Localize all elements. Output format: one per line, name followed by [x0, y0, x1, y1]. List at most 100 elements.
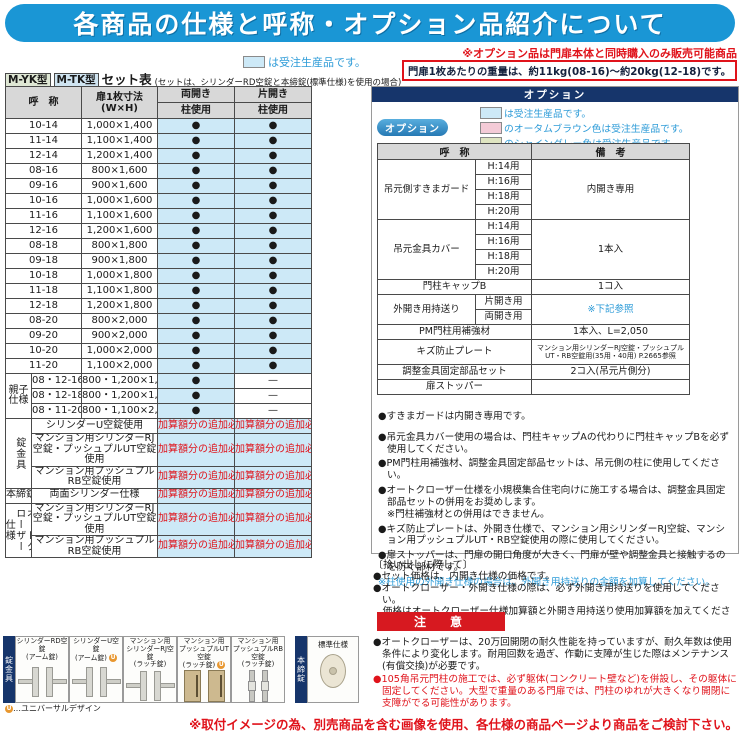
- surcharge-double: 加算額分の追加必要: [157, 487, 235, 504]
- size-dim: 800×2,000: [81, 313, 158, 329]
- surcharge-single: 加算額分の追加必要: [234, 535, 312, 558]
- option-note: ●オートクローザー仕様を小規模集合住宅向けに施工する場合は、調整金具固定部品セッ…: [378, 485, 726, 520]
- avail-double: ●: [157, 208, 235, 224]
- table-row: 門柱キャップB 1コ入: [377, 279, 690, 295]
- table-row: 10-16 1,000×1,600 ● ●: [5, 193, 312, 209]
- col-header-name: 呼 称: [377, 143, 532, 160]
- table-row: 11-18 1,100×1,800 ● ●: [5, 283, 312, 299]
- surcharge-double: 加算額分の追加必要: [157, 465, 235, 489]
- option-legend-row: のオータムブラウン色は受注生産品です。: [480, 121, 689, 135]
- lock-spec-name: マンション用プッシュプルRB空錠使用: [31, 465, 158, 489]
- avail-single: ●: [234, 283, 312, 299]
- table-row: 10-20 1,000×2,000 ● ●: [5, 343, 312, 359]
- caution-note: ●105角吊元門柱の施工では、必ず躯体(コンクリート壁など)を併設し、その躯体に…: [373, 674, 737, 710]
- gate-weight-note: 門扉1枚あたりの重量は、約11kg(08-16)〜約20kg(12-18)です。: [402, 60, 737, 81]
- option-name: 扉ストッパー: [377, 379, 532, 395]
- size-dim: 1,000×1,800: [81, 268, 158, 284]
- lever-handle-icon: [16, 661, 68, 702]
- size-dim: 800・1,200×1,600: [81, 373, 158, 389]
- product-box: マンション用 プッシュプルRB空錠 (ラッチ錠): [231, 636, 285, 704]
- handle-shape: [125, 670, 147, 701]
- size-name: 08・12-18: [31, 388, 82, 404]
- size-dim: 1,000×2,000: [81, 343, 158, 359]
- table-row: H:20用: [378, 204, 690, 220]
- deadbolt-inner: 標準仕様: [307, 636, 359, 704]
- size-dim: 800×1,800: [81, 238, 158, 254]
- avail-double: ●: [157, 403, 235, 419]
- option-note: ●PM門柱用補強材、調整金具固定部品セットは、吊元側の柱に使用してください。: [378, 458, 720, 482]
- surcharge-single: 加算額分の追加必要: [234, 418, 312, 434]
- option-name: PM門柱用補強材: [377, 324, 532, 340]
- avail-double: ●: [157, 328, 235, 344]
- option-legend-text: は受注生産品です。: [504, 109, 592, 120]
- set-table-note: (セットは、シリンダーRD空錠と本締錠(標準仕様)を使用の場合): [154, 78, 402, 88]
- table-row: 09-16 900×1,600 ● ●: [5, 178, 312, 194]
- universal-design-note: U …ユニバーサルデザイン: [5, 704, 101, 713]
- option-remark: ※下記参照: [531, 294, 690, 325]
- size-dim: 900×1,600: [81, 178, 158, 194]
- product-label: マンション用 プッシュプルUT空錠 (ラッチ錠) U: [179, 637, 229, 670]
- option-remark: 2コ入(吊元片側分): [531, 364, 690, 380]
- lock-hardware-side-label: 錠金具: [3, 636, 15, 704]
- handle-shape: [71, 667, 93, 698]
- avail-double: ●: [157, 118, 235, 134]
- table-row: 吊元金具カバー H:14用 1本入: [377, 219, 690, 280]
- bar-shape: [247, 669, 256, 702]
- option-sub: H:14用: [475, 159, 532, 175]
- avail-single: ●: [234, 133, 312, 149]
- surcharge-double: 加算額分の追加必要: [157, 418, 235, 434]
- option-sub: H:20用: [475, 264, 532, 280]
- table-row: 10-18 1,000×1,800 ● ●: [5, 268, 312, 284]
- avail-double: ●: [157, 373, 235, 389]
- option-name: キズ防止プレート: [377, 339, 532, 365]
- size-name: 08・11-20: [31, 403, 82, 419]
- option-section: オプション は受注生産品です。のオータムブラウン色は受注生産品です。のシャイング…: [371, 86, 739, 588]
- avail-single: ●: [234, 268, 312, 284]
- option-note-blue: ※柱使用の外開き仕様の場合は、外開き用持送りの金額を加算してください。: [378, 576, 715, 588]
- option-note: ●吊元金具カバー使用の場合は、門柱キャップAの代わりに門柱キャップBを必ず使用し…: [378, 431, 730, 455]
- made-to-order-legend: は受注生産品です。: [243, 54, 366, 70]
- option-sub: H:16用: [475, 234, 532, 250]
- option-remark: マンション用シリンダーRJ空錠・プッシュプル UT・RB空錠用(35用・40用)…: [531, 339, 690, 365]
- table-row: 09-18 900×1,800 ● ●: [5, 253, 312, 269]
- option-legend-text: のオータムブラウン色は受注生産品です。: [504, 124, 689, 135]
- size-dim: 1,200×1,800: [81, 298, 158, 314]
- size-name: 09-20: [5, 328, 82, 344]
- option-name: 吊元金具カバー: [377, 219, 476, 280]
- table-row: H:18用: [378, 249, 690, 265]
- deadbolt-lock-icon: [320, 654, 346, 688]
- avail-double: ●: [157, 238, 235, 254]
- lock-products-row: 錠金具 シリンダーRD空錠 (アーム錠) シリンダーU空錠 (アーム錠) U マンショ…: [3, 636, 359, 704]
- option-remark: [531, 379, 690, 395]
- product-label: シリンダーRD空錠 (アーム錠): [16, 637, 68, 661]
- lock-spec-name: マンション用シリンダーRJ空錠・プッシュプルUT空錠使用: [31, 433, 158, 467]
- size-dim: 800・1,200×1,800: [81, 388, 158, 404]
- option-sub: H:18用: [475, 249, 532, 265]
- option-table: 呼 称備 考吊元側すきまガード H:14用 内開き専用 H:16用 H:18用 H:20用…: [377, 143, 690, 395]
- size-name: 11-16: [5, 208, 82, 224]
- caution-header: 注 意: [377, 612, 505, 631]
- latch-handle-icon: [124, 669, 176, 702]
- surcharge-double: 加算額分の追加必要: [157, 433, 235, 467]
- size-dim: 900×1,800: [81, 253, 158, 269]
- table-row: H:20用: [378, 264, 690, 280]
- avail-double: ●: [157, 388, 235, 404]
- size-dim: 1,100×1,600: [81, 208, 158, 224]
- size-set-table: 呼 称扉1枚寸法 (W×H) 両開き 片開き 柱使用 柱使用 10-14 1,000×1,4…: [5, 86, 312, 558]
- avail-double: ●: [157, 193, 235, 209]
- col-header-pillar-double: 柱使用: [157, 102, 235, 119]
- surcharge-single: 加算額分の追加必要: [234, 487, 312, 504]
- size-name: 12-18: [5, 298, 82, 314]
- pickup-title: 〔拾い出しに際して〕: [373, 560, 473, 571]
- avail-single: ●: [234, 358, 312, 374]
- surcharge-single: 加算額分の追加必要: [234, 465, 312, 489]
- size-name: 11-20: [5, 358, 82, 374]
- col-header-double: 両開き: [157, 86, 235, 103]
- avail-double: ●: [157, 313, 235, 329]
- avail-single: ●: [234, 298, 312, 314]
- door-shape: [207, 670, 225, 703]
- product-box: シリンダーRD空錠 (アーム錠): [15, 636, 69, 704]
- universal-design-icon: U: [5, 704, 13, 713]
